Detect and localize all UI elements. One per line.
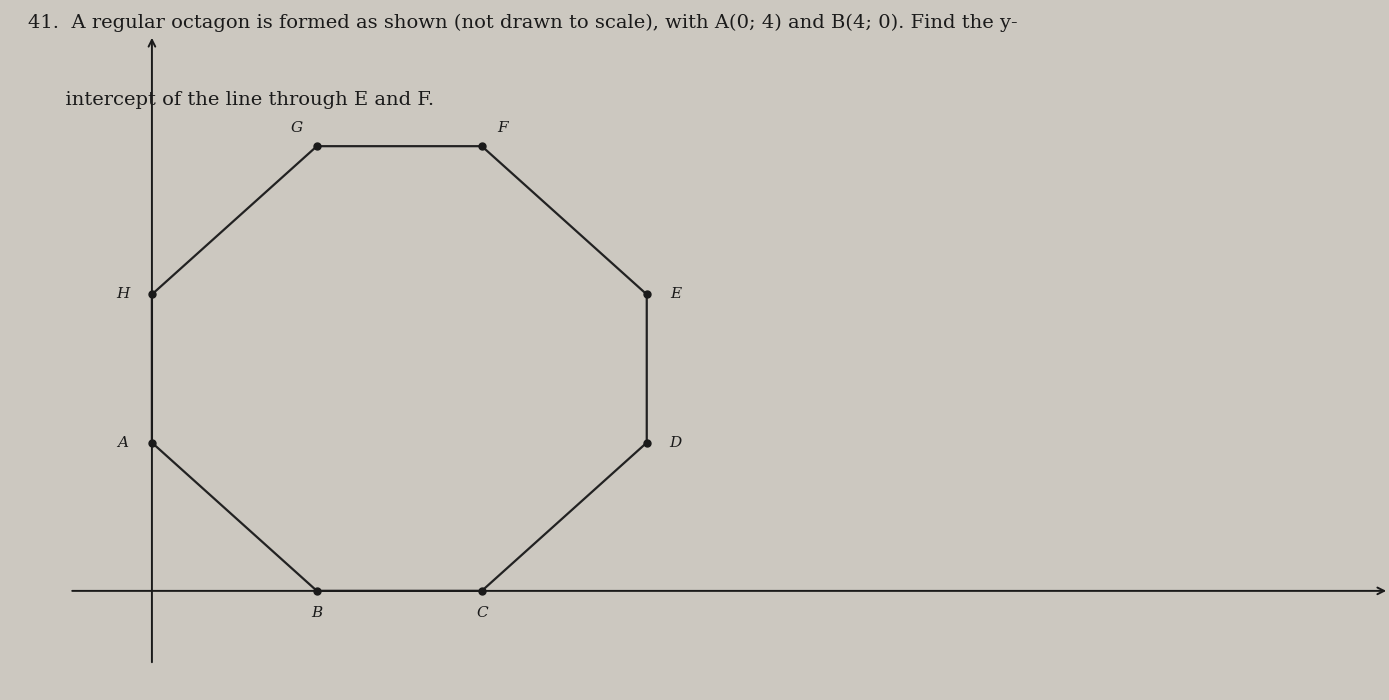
Text: E: E bbox=[669, 288, 681, 302]
Text: A: A bbox=[118, 435, 129, 449]
Text: G: G bbox=[290, 120, 303, 134]
Text: F: F bbox=[497, 120, 508, 134]
Text: B: B bbox=[311, 606, 322, 620]
Text: C: C bbox=[476, 606, 488, 620]
Text: 41.  A regular octagon is formed as shown (not drawn to scale), with A(0; 4) and: 41. A regular octagon is formed as shown… bbox=[28, 14, 1017, 32]
Text: intercept of the line through E and F.: intercept of the line through E and F. bbox=[28, 91, 433, 109]
Text: H: H bbox=[117, 288, 129, 302]
Text: D: D bbox=[669, 435, 682, 449]
